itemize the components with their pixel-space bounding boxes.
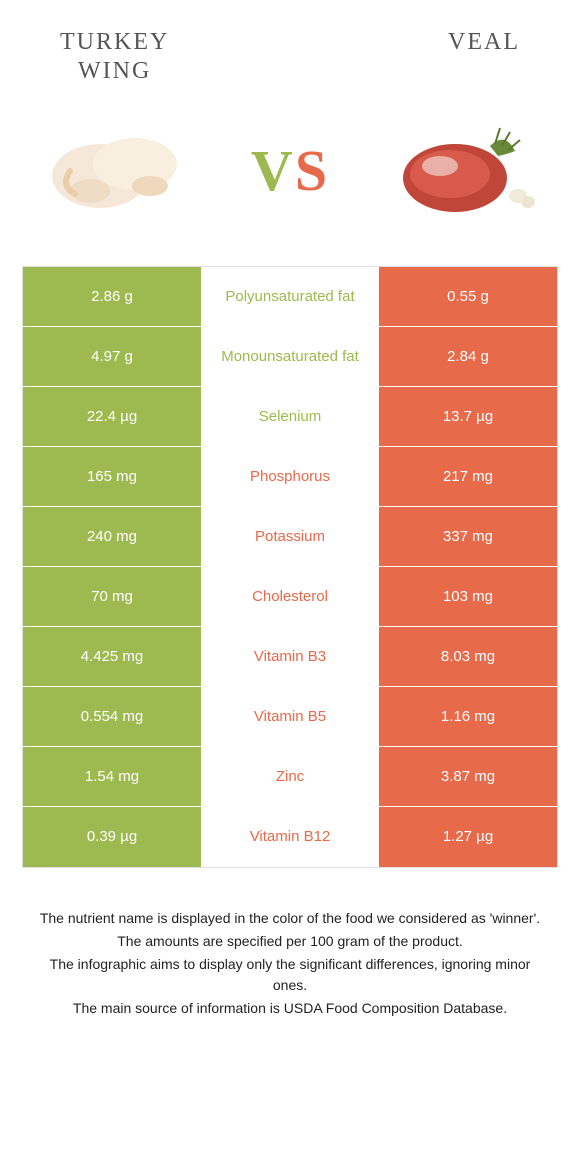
footer-notes: The nutrient name is displayed in the co… xyxy=(36,908,544,1019)
vs-v: V xyxy=(251,138,295,203)
image-row: VS xyxy=(0,86,580,266)
right-value: 1.16 mg xyxy=(379,687,557,746)
left-value: 4.425 mg xyxy=(23,627,201,686)
table-row: 22.4 µgSelenium13.7 µg xyxy=(23,387,557,447)
vs-s: S xyxy=(295,138,329,203)
table-row: 70 mgCholesterol103 mg xyxy=(23,567,557,627)
nutrient-label: Vitamin B12 xyxy=(201,807,379,867)
vs-label: VS xyxy=(251,137,329,204)
header: TURKEY WING VEAL xyxy=(0,0,580,86)
left-food-title: TURKEY WING xyxy=(60,28,169,86)
nutrient-label: Phosphorus xyxy=(201,447,379,506)
table-row: 4.425 mgVitamin B38.03 mg xyxy=(23,627,557,687)
left-value: 165 mg xyxy=(23,447,201,506)
right-value: 3.87 mg xyxy=(379,747,557,806)
table-row: 165 mgPhosphorus217 mg xyxy=(23,447,557,507)
left-value: 2.86 g xyxy=(23,267,201,326)
right-value: 0.55 g xyxy=(379,267,557,326)
right-value: 103 mg xyxy=(379,567,557,626)
right-value: 8.03 mg xyxy=(379,627,557,686)
left-value: 1.54 mg xyxy=(23,747,201,806)
footer-line-2: The amounts are specified per 100 gram o… xyxy=(36,931,544,952)
nutrient-label: Vitamin B3 xyxy=(201,627,379,686)
left-food-image xyxy=(40,116,200,226)
left-value: 0.554 mg xyxy=(23,687,201,746)
nutrient-label: Monounsaturated fat xyxy=(201,327,379,386)
right-value: 337 mg xyxy=(379,507,557,566)
nutrient-label: Potassium xyxy=(201,507,379,566)
nutrient-label: Zinc xyxy=(201,747,379,806)
footer-line-1: The nutrient name is displayed in the co… xyxy=(36,908,544,929)
left-value: 240 mg xyxy=(23,507,201,566)
left-value: 0.39 µg xyxy=(23,807,201,867)
nutrient-label: Vitamin B5 xyxy=(201,687,379,746)
table-row: 240 mgPotassium337 mg xyxy=(23,507,557,567)
right-food-title: VEAL xyxy=(448,28,520,57)
nutrient-table: 2.86 gPolyunsaturated fat0.55 g4.97 gMon… xyxy=(22,266,558,868)
left-value: 4.97 g xyxy=(23,327,201,386)
footer-line-4: The main source of information is USDA F… xyxy=(36,998,544,1019)
nutrient-label: Polyunsaturated fat xyxy=(201,267,379,326)
left-value: 22.4 µg xyxy=(23,387,201,446)
table-row: 1.54 mgZinc3.87 mg xyxy=(23,747,557,807)
table-row: 4.97 gMonounsaturated fat2.84 g xyxy=(23,327,557,387)
table-row: 0.39 µgVitamin B121.27 µg xyxy=(23,807,557,867)
right-value: 217 mg xyxy=(379,447,557,506)
footer-line-3: The infographic aims to display only the… xyxy=(36,954,544,996)
right-value: 13.7 µg xyxy=(379,387,557,446)
table-row: 0.554 mgVitamin B51.16 mg xyxy=(23,687,557,747)
nutrient-label: Cholesterol xyxy=(201,567,379,626)
right-value: 2.84 g xyxy=(379,327,557,386)
right-food-image xyxy=(380,116,540,226)
nutrient-label: Selenium xyxy=(201,387,379,446)
left-value: 70 mg xyxy=(23,567,201,626)
right-value: 1.27 µg xyxy=(379,807,557,867)
table-row: 2.86 gPolyunsaturated fat0.55 g xyxy=(23,267,557,327)
